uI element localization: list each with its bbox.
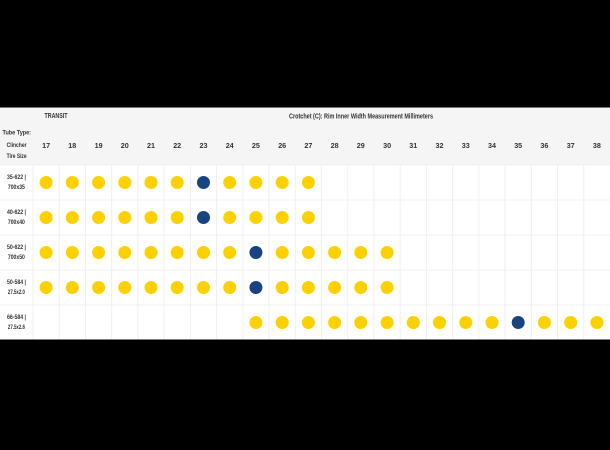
svg-text:22: 22 <box>173 141 181 150</box>
svg-text:700x50: 700x50 <box>8 255 26 261</box>
svg-text:Crotchet (C): Rim Inner Width: Crotchet (C): Rim Inner Width Measuremen… <box>289 111 433 120</box>
svg-text:24: 24 <box>226 141 235 150</box>
svg-text:18: 18 <box>68 141 76 150</box>
svg-text:35-622 |: 35-622 | <box>7 175 26 181</box>
svg-text:TRANSIT: TRANSIT <box>45 111 68 120</box>
svg-text:Tube Type:: Tube Type: <box>3 130 32 137</box>
svg-text:19: 19 <box>95 141 103 150</box>
svg-text:20: 20 <box>121 141 129 150</box>
svg-text:35: 35 <box>514 141 522 150</box>
svg-text:27.5x2.6: 27.5x2.6 <box>8 325 25 331</box>
svg-text:30: 30 <box>383 141 391 150</box>
svg-text:28: 28 <box>331 141 339 150</box>
svg-text:21: 21 <box>147 141 155 150</box>
svg-text:25: 25 <box>252 141 260 150</box>
svg-text:50-622 |: 50-622 | <box>7 245 26 251</box>
svg-text:27: 27 <box>304 141 312 150</box>
svg-text:40-622 |: 40-622 | <box>7 210 26 216</box>
svg-text:700x40: 700x40 <box>8 220 26 226</box>
svg-text:32: 32 <box>436 141 444 150</box>
svg-text:33: 33 <box>462 141 470 150</box>
svg-text:31: 31 <box>409 141 417 150</box>
svg-text:26: 26 <box>278 141 286 150</box>
svg-text:36: 36 <box>540 141 548 150</box>
svg-text:27.5x2.0: 27.5x2.0 <box>8 290 25 296</box>
svg-text:38: 38 <box>593 141 601 150</box>
svg-text:700x35: 700x35 <box>8 185 26 191</box>
svg-text:23: 23 <box>200 141 208 150</box>
svg-text:66-584 |: 66-584 | <box>7 315 26 321</box>
svg-text:Clincher: Clincher <box>7 142 27 149</box>
svg-text:34: 34 <box>488 141 497 150</box>
svg-text:29: 29 <box>357 141 365 150</box>
svg-text:Tire Size: Tire Size <box>7 153 27 160</box>
svg-text:50-584 |: 50-584 | <box>7 280 26 286</box>
svg-text:17: 17 <box>42 141 50 150</box>
svg-text:37: 37 <box>567 141 575 150</box>
